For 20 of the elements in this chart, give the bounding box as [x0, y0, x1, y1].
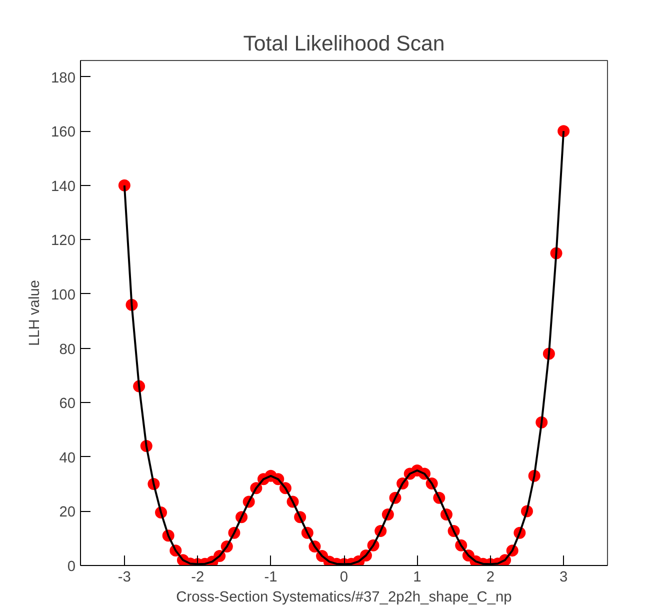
y-tick-label: 40: [59, 450, 76, 466]
x-axis-title: Cross-Section Systematics/#37_2p2h_shape_C_np: [176, 590, 512, 606]
x-tick-label: 1: [413, 570, 422, 586]
chart-title: Total Likelihood Scan: [243, 32, 445, 56]
y-tick-label: 60: [59, 396, 76, 412]
x-tick-label: -1: [264, 570, 278, 586]
y-tick-label: 100: [51, 287, 76, 304]
y-tick-label: 180: [51, 70, 76, 86]
y-tick-label: 160: [51, 124, 76, 141]
y-tick-label: 20: [59, 504, 76, 521]
y-tick-label: 120: [51, 233, 76, 250]
y-tick-label: 80: [59, 342, 76, 358]
x-tick-label: 3: [560, 570, 568, 586]
y-axis-title: LLH value: [27, 280, 44, 346]
x-tick-label: -3: [118, 570, 131, 586]
y-tick-label: 0: [67, 559, 76, 575]
y-tick-label: 140: [51, 178, 76, 195]
x-tick-label: -2: [191, 570, 204, 586]
x-tick-label: 2: [486, 570, 494, 586]
x-tick-label: 0: [340, 570, 348, 586]
